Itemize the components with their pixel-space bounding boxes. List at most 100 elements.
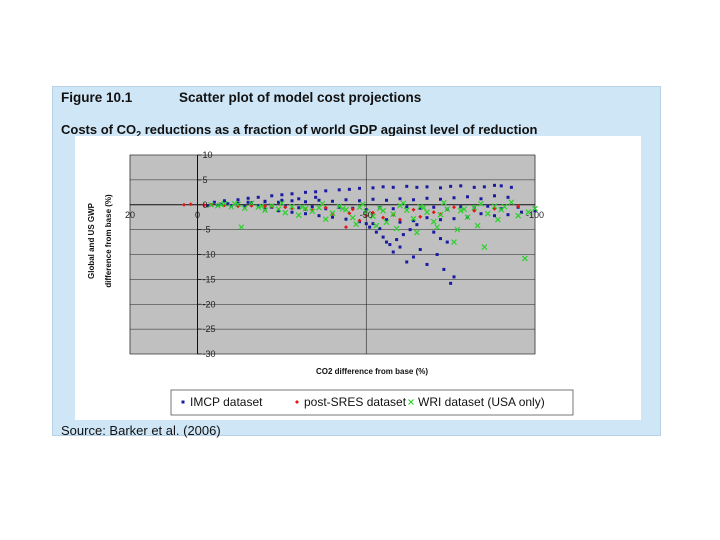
data-point	[277, 200, 280, 204]
data-point	[364, 213, 369, 218]
data-point	[508, 199, 515, 206]
x-tick-label: 20	[125, 210, 135, 220]
data-point	[472, 185, 476, 189]
data-point	[493, 214, 496, 218]
data-point	[378, 227, 382, 231]
data-point	[439, 186, 442, 190]
data-point	[461, 206, 468, 213]
data-point	[405, 260, 409, 264]
data-point	[486, 204, 490, 208]
data-point	[398, 217, 402, 222]
data-point	[525, 209, 532, 216]
data-point	[337, 188, 341, 192]
y-tick-label: -5	[203, 225, 211, 235]
data-point	[263, 199, 267, 203]
data-point	[398, 197, 402, 201]
data-point	[297, 206, 301, 210]
data-point	[358, 199, 361, 203]
data-point	[339, 205, 346, 212]
y-tick-label: -25	[203, 324, 216, 334]
data-point	[400, 200, 407, 207]
data-point	[349, 214, 356, 221]
y-axis-title-line2: difference from base (%)	[104, 194, 113, 288]
data-point	[484, 210, 491, 217]
data-point	[457, 207, 464, 214]
data-point	[509, 185, 513, 189]
legend-label: post-SRES dataset	[304, 395, 407, 409]
data-point	[499, 184, 503, 188]
data-point	[248, 200, 255, 207]
data-point	[412, 255, 415, 259]
data-point	[231, 200, 238, 207]
data-point	[452, 217, 456, 221]
data-point	[363, 208, 370, 215]
data-point	[381, 215, 386, 220]
data-point	[208, 201, 214, 208]
data-point	[353, 221, 360, 228]
data-point	[263, 204, 267, 209]
data-point	[431, 210, 436, 215]
data-point	[493, 194, 496, 198]
data-point	[434, 224, 441, 231]
data-point	[371, 197, 375, 201]
data-point	[347, 187, 351, 191]
y-tick-label: 5	[203, 175, 208, 185]
data-point	[358, 186, 361, 190]
data-point	[290, 192, 294, 196]
data-point	[459, 184, 463, 188]
data-point	[451, 239, 457, 245]
data-point	[275, 206, 282, 213]
subtitle-pre: Costs of CO	[61, 122, 137, 137]
data-point	[297, 197, 301, 201]
data-point	[417, 203, 424, 210]
data-point	[405, 205, 409, 209]
data-point	[309, 208, 316, 215]
data-point	[412, 219, 415, 223]
data-point	[491, 203, 498, 210]
data-point	[532, 205, 538, 212]
figure-source: Source: Barker et al. (2006)	[61, 423, 221, 438]
data-point	[412, 198, 415, 202]
data-point	[223, 199, 226, 203]
data-points	[182, 183, 538, 285]
data-point	[381, 185, 385, 189]
data-point	[439, 197, 442, 201]
data-point	[344, 198, 348, 202]
data-point	[445, 240, 449, 244]
data-point	[302, 205, 309, 212]
data-point	[236, 201, 240, 205]
data-point	[418, 206, 422, 210]
y-tick-label: -20	[203, 299, 216, 309]
x-tick-label: -50	[360, 210, 373, 220]
data-point	[241, 205, 248, 212]
data-point	[270, 194, 274, 198]
data-point	[397, 202, 403, 209]
data-point	[277, 209, 280, 213]
data-point	[290, 210, 294, 214]
data-point	[425, 185, 429, 189]
data-point	[482, 185, 486, 189]
data-point	[471, 204, 478, 211]
data-point	[415, 185, 419, 189]
data-point	[304, 212, 307, 216]
data-point	[236, 204, 240, 209]
legend-marker	[295, 400, 299, 404]
data-point	[329, 210, 336, 217]
data-point	[449, 281, 453, 285]
data-point	[350, 207, 355, 212]
data-point	[370, 213, 376, 220]
data-point	[439, 237, 442, 241]
data-point	[401, 233, 405, 237]
data-point	[380, 207, 387, 214]
data-point	[506, 213, 510, 217]
data-point	[256, 204, 260, 208]
y-tick-label: 0	[203, 200, 208, 210]
data-point	[435, 253, 439, 256]
data-point	[452, 196, 456, 200]
data-point	[206, 204, 210, 208]
data-point	[331, 199, 334, 203]
subtitle-subscript: 2	[136, 129, 142, 140]
data-point	[368, 225, 372, 229]
data-point	[418, 214, 423, 219]
data-point	[359, 201, 366, 208]
